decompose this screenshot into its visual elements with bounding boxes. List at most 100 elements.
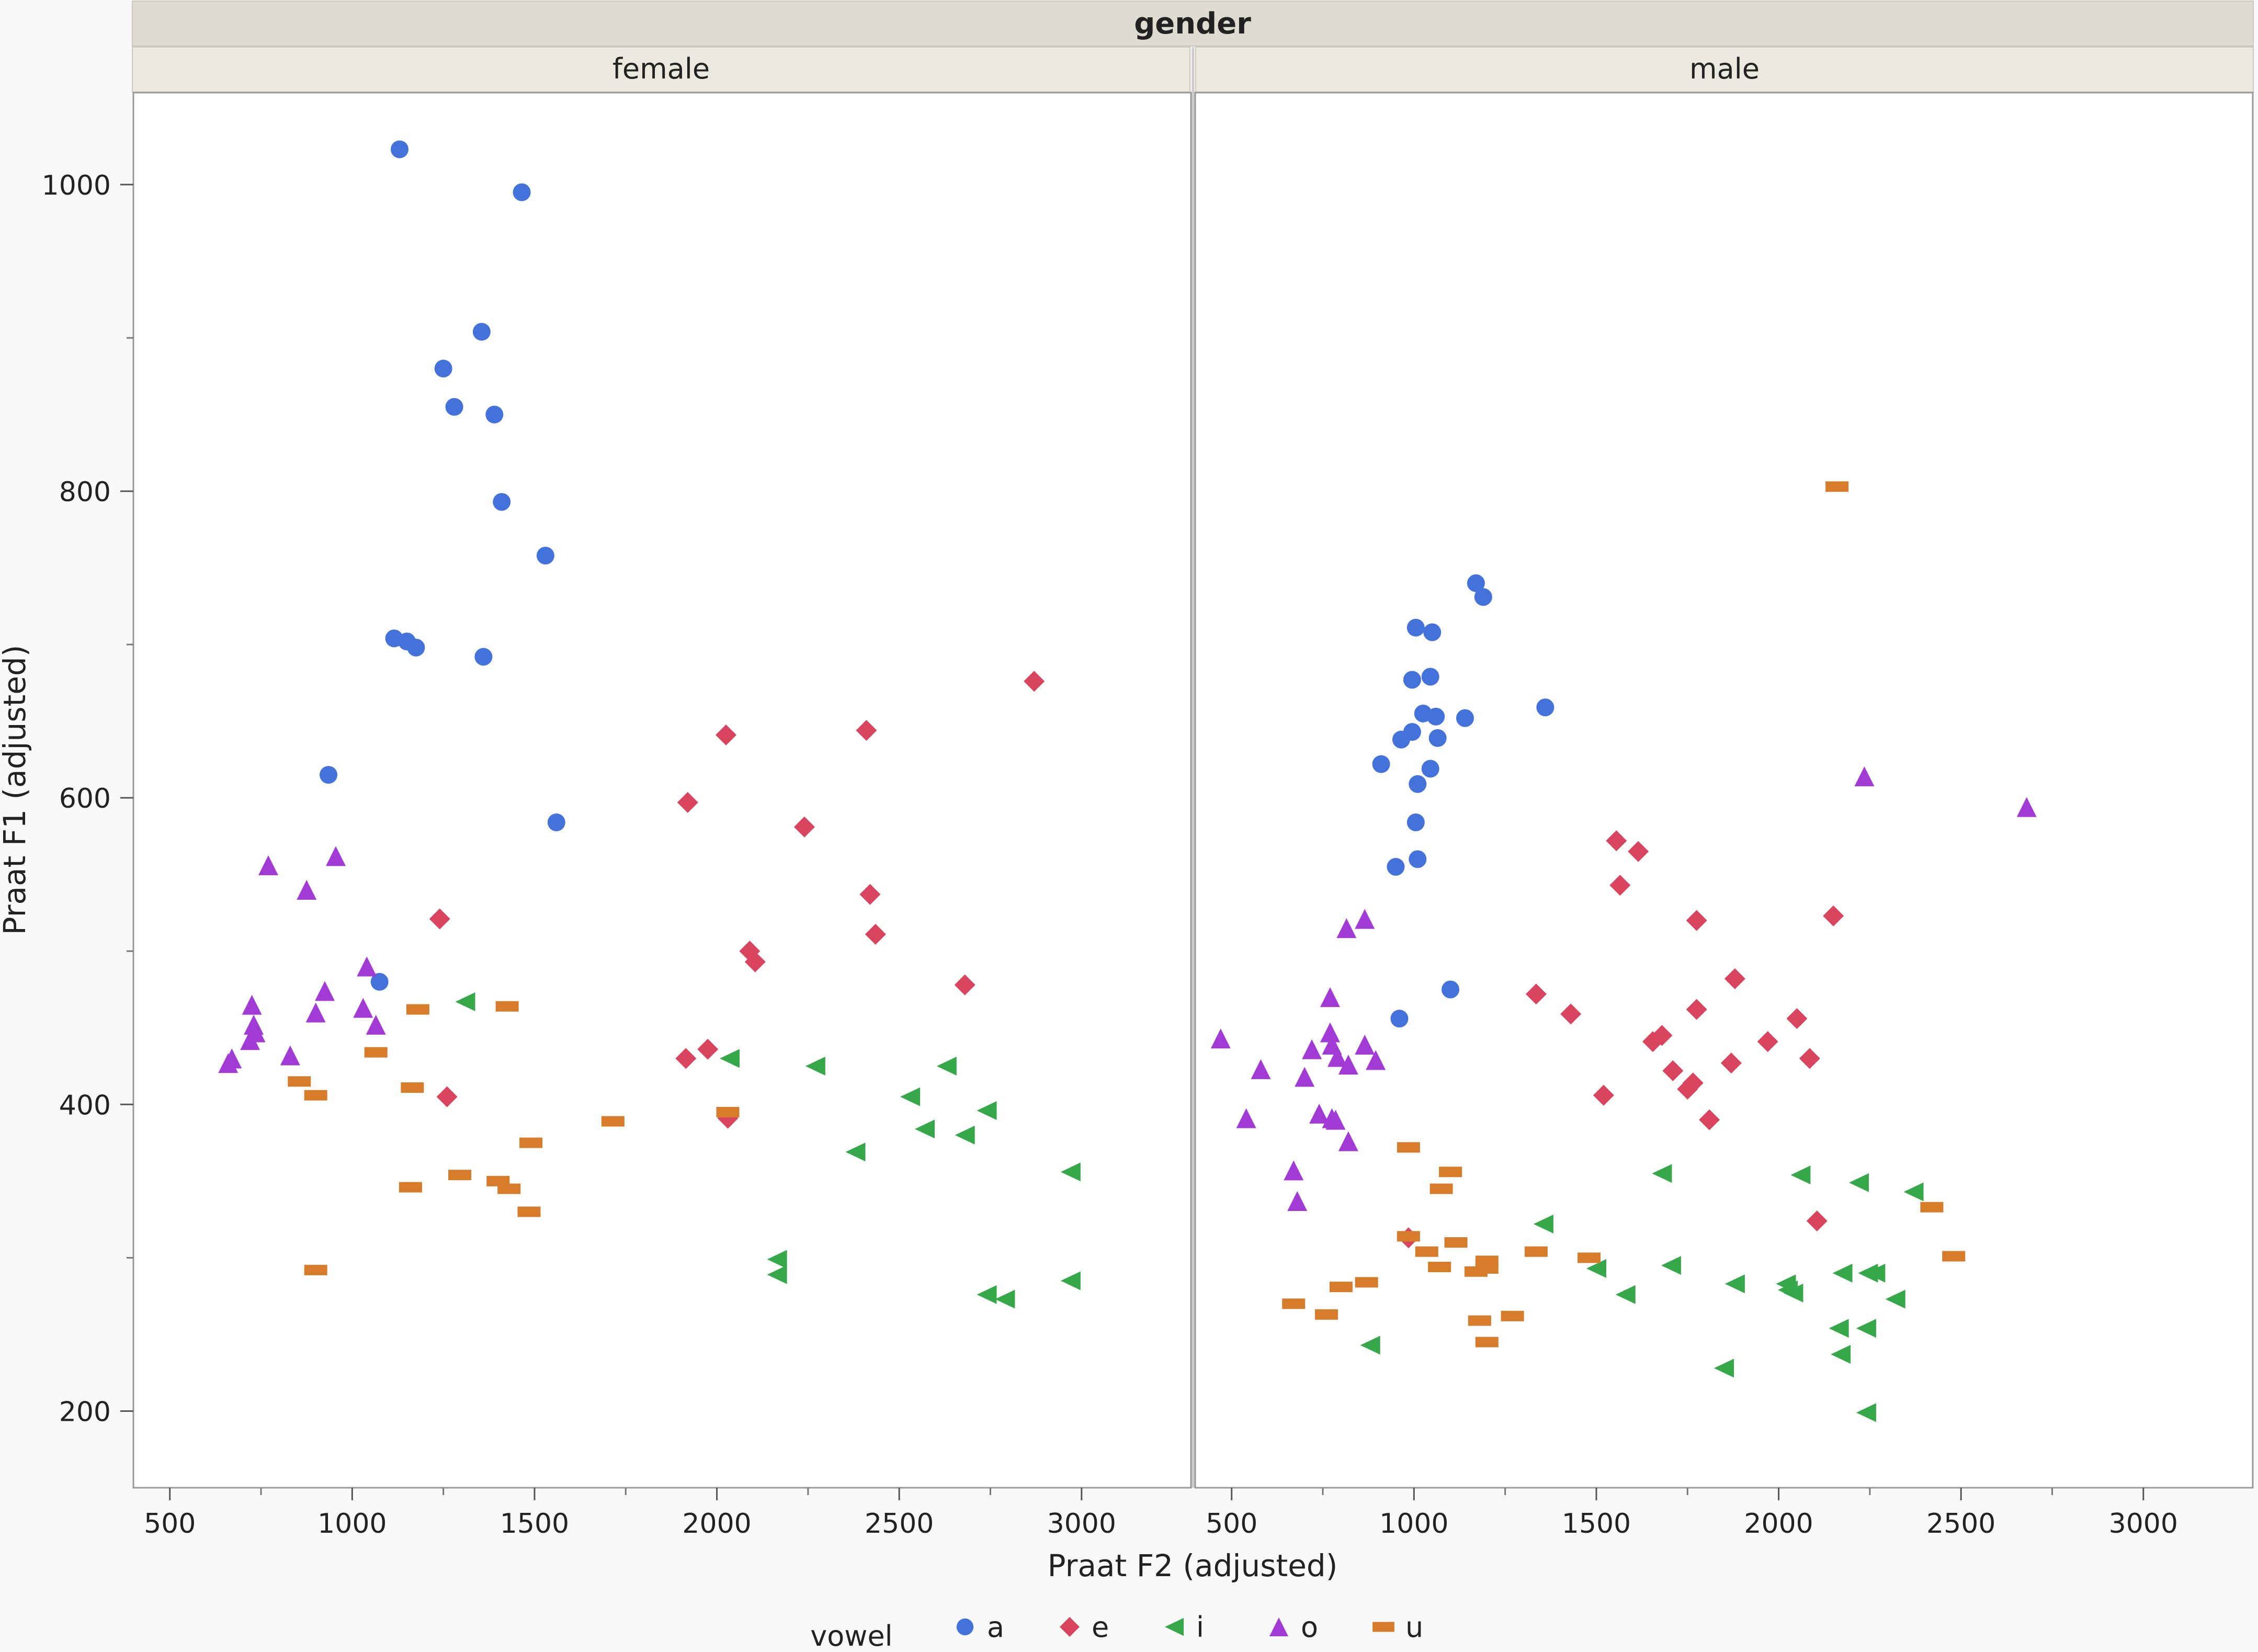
data-point-female-u <box>399 1182 422 1193</box>
data-point-female-a <box>536 547 554 565</box>
legend-label-o: o <box>1301 1611 1318 1644</box>
data-point-female-o <box>357 956 377 977</box>
data-point-female-a <box>370 972 389 991</box>
data-point-male-a <box>1536 698 1554 717</box>
data-point-female-e <box>793 816 815 838</box>
data-point-male-a <box>1427 707 1445 726</box>
data-point-female-i <box>977 1101 997 1121</box>
data-point-female-o <box>280 1045 300 1066</box>
data-point-female-o <box>315 981 335 1001</box>
data-point-male-a <box>1409 850 1427 868</box>
x-axis-title: Praat F2 (adjusted) <box>1048 1548 1338 1583</box>
data-point-female-i <box>900 1087 921 1106</box>
data-point-male-u <box>1415 1246 1438 1257</box>
data-point-male-o <box>1302 1039 1322 1059</box>
data-point-male-i <box>1831 1345 1851 1364</box>
data-point-male-i <box>1885 1289 1905 1309</box>
y-tick-label: 600 <box>59 783 111 814</box>
data-point-female-a <box>485 405 504 424</box>
data-point-female-o <box>222 1048 242 1069</box>
data-point-male-o <box>1210 1028 1231 1049</box>
data-point-male-e <box>1642 1031 1664 1053</box>
data-point-male-a <box>1406 813 1425 832</box>
data-point-male-a <box>1387 858 1405 876</box>
legend-label-i: i <box>1196 1611 1204 1644</box>
data-point-female-i <box>995 1289 1015 1309</box>
data-point-male-e <box>1628 841 1649 862</box>
data-point-male-u <box>1355 1277 1378 1288</box>
data-point-male-a <box>1428 729 1447 747</box>
data-point-male-o <box>1854 766 1875 787</box>
data-point-male-e <box>1686 910 1707 931</box>
data-point-female-u <box>716 1106 740 1117</box>
data-point-male-o <box>1251 1059 1271 1079</box>
data-point-male-u <box>1578 1252 1601 1263</box>
data-point-male-u <box>1920 1202 1944 1213</box>
data-point-female-e <box>675 1048 697 1069</box>
legend-label-a: a <box>987 1611 1004 1644</box>
data-point-female-e <box>436 1086 458 1107</box>
data-point-female-u <box>517 1206 541 1217</box>
data-point-female-a <box>445 398 463 416</box>
data-point-male-u <box>1429 1183 1453 1194</box>
data-point-male-e <box>1609 875 1631 896</box>
data-point-male-i <box>1533 1214 1553 1234</box>
data-point-female-a <box>320 766 338 784</box>
data-point-female-a <box>390 140 409 159</box>
legend-marker-i <box>1164 1617 1184 1636</box>
data-point-female-i <box>955 1125 975 1145</box>
data-point-male-o <box>1287 1191 1308 1211</box>
data-point-female-i <box>1060 1271 1081 1291</box>
x-tick-label: 500 <box>144 1508 196 1540</box>
data-point-male-u <box>1444 1237 1468 1248</box>
data-point-male-i <box>1586 1259 1606 1278</box>
data-point-female-o <box>242 994 262 1015</box>
x-tick-label: 1500 <box>500 1508 569 1540</box>
x-tick-label: 1000 <box>1379 1508 1448 1540</box>
legend-marker-o <box>1269 1617 1289 1637</box>
panel-label-female: female <box>612 52 710 85</box>
data-point-male-u <box>1329 1282 1353 1293</box>
data-point-male-o <box>1355 1035 1375 1055</box>
data-point-male-e <box>1724 968 1745 989</box>
data-point-female-u <box>495 1001 519 1012</box>
data-point-male-i <box>1615 1285 1636 1304</box>
x-tick-label: 1500 <box>1562 1508 1631 1540</box>
data-point-female-e <box>1024 671 1045 692</box>
data-point-male-e <box>1757 1031 1778 1053</box>
data-point-female-u <box>401 1082 424 1093</box>
y-tick-label: 1000 <box>42 170 111 201</box>
data-point-female-u <box>304 1264 327 1275</box>
data-point-male-u <box>1468 1315 1491 1326</box>
data-point-female-e <box>859 884 881 905</box>
data-point-female-e <box>954 974 975 995</box>
data-point-female-i <box>805 1057 825 1076</box>
y-axis: 200 400 600 800 1000 <box>42 170 133 1428</box>
data-point-male-u <box>1428 1261 1451 1272</box>
data-point-female-e <box>429 908 450 930</box>
data-point-male-a <box>1390 1010 1409 1028</box>
data-point-male-o <box>1320 1022 1340 1043</box>
data-point-female-u <box>519 1137 542 1148</box>
data-point-male-a <box>1406 618 1425 637</box>
data-point-female-a <box>513 183 531 201</box>
plot-area-male <box>1194 92 2254 1489</box>
y-tick-label: 800 <box>59 477 111 508</box>
data-point-female-e <box>856 720 877 741</box>
data-point-male-i <box>1856 1403 1876 1422</box>
panel-header-female <box>132 47 1190 93</box>
x-tick-label: 3000 <box>1047 1508 1116 1540</box>
data-point-male-e <box>1606 830 1627 852</box>
data-point-female-i <box>845 1142 866 1162</box>
data-point-male-u <box>1282 1298 1306 1309</box>
data-point-male-o <box>1338 1131 1358 1151</box>
legend-title: vowel <box>810 1620 892 1652</box>
data-point-male-i <box>1360 1336 1380 1355</box>
panel-header-male <box>1195 47 2254 93</box>
data-point-male-u <box>1942 1251 1966 1262</box>
facet-header-band <box>132 1 2254 47</box>
x-tick-label: 2500 <box>865 1508 934 1540</box>
data-point-female-e <box>697 1038 719 1060</box>
x-tick-label: 2000 <box>1744 1508 1813 1540</box>
data-point-male-u <box>1524 1246 1548 1257</box>
